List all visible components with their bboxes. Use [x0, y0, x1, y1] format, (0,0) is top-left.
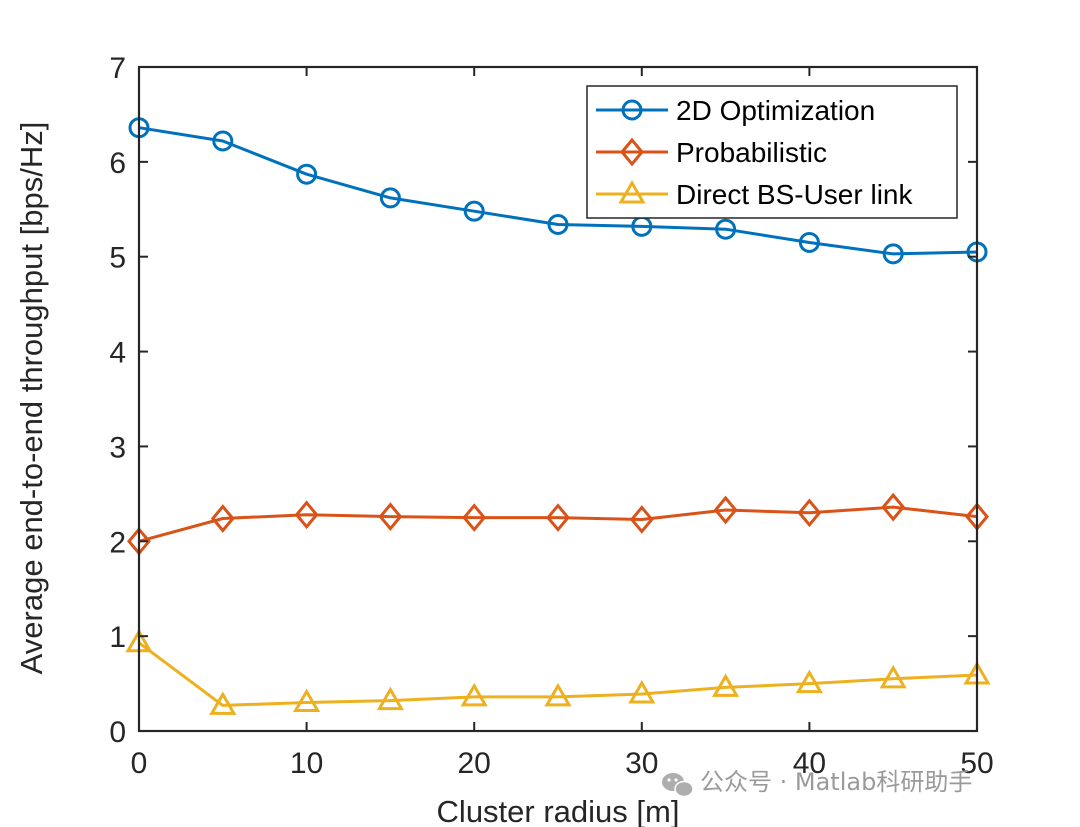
- x-tick-label: 30: [625, 747, 658, 780]
- legend: 2D Optimization Probabilistic Direct BS-Us…: [586, 85, 958, 219]
- data-point: [547, 213, 569, 235]
- y-tick-label: 0: [109, 716, 126, 749]
- legend-item: Direct BS-User link: [596, 179, 913, 210]
- series-1: [128, 117, 988, 265]
- data-point: [212, 130, 234, 152]
- series-3: [125, 628, 991, 715]
- legend-marker: [621, 99, 643, 121]
- data-point: [379, 187, 401, 209]
- x-tick-label: 20: [458, 747, 491, 780]
- data-point: [294, 500, 319, 530]
- x-tick-label: 50: [960, 747, 993, 780]
- data-point: [795, 669, 824, 694]
- series-line: [138, 505, 978, 543]
- plot-frame: [137, 65, 979, 733]
- y-tick-label: 2: [109, 526, 126, 559]
- data-point: [462, 503, 487, 532]
- data-point: [797, 498, 822, 528]
- legend-item: Probabilistic: [596, 137, 827, 168]
- x-tick-label: 0: [131, 747, 148, 780]
- y-tick-label: 1: [109, 621, 126, 654]
- legend-label: 2D Optimization: [676, 95, 875, 126]
- y-axis-label: Average end-to-end throughput [bps/Hz]: [14, 122, 49, 675]
- data-point: [713, 495, 738, 525]
- watermark: 公众号 · Matlab科研助手: [662, 768, 972, 798]
- y-tick-label: 5: [109, 242, 126, 275]
- data-point: [210, 504, 235, 533]
- wechat-icon: [662, 773, 694, 798]
- data-point: [629, 505, 654, 534]
- data-point: [296, 163, 318, 185]
- data-point: [882, 243, 904, 265]
- legend-label: Direct BS-User link: [676, 179, 913, 210]
- data-point: [879, 664, 907, 689]
- data-point: [798, 231, 820, 253]
- y-tick-label: 7: [109, 52, 126, 85]
- legend-marker: [618, 180, 646, 204]
- x-tick-label: 40: [793, 747, 826, 780]
- data-point: [715, 218, 737, 240]
- x-axis-label: Cluster radius [m]: [437, 794, 680, 827]
- chart-marks: 0 10 20 30 40 50 0 1 2 3 4 5 6 7: [109, 52, 993, 780]
- legend-marker: [620, 137, 644, 167]
- series-2: [127, 492, 989, 556]
- y-tick-label: 6: [109, 147, 126, 180]
- data-point: [376, 686, 405, 711]
- series-line: [138, 641, 978, 707]
- data-point: [463, 200, 485, 222]
- x-tick-label: 10: [290, 747, 323, 780]
- data-point: [711, 673, 740, 697]
- series-line: [138, 126, 978, 256]
- data-point: [209, 691, 237, 715]
- data-point: [544, 682, 572, 707]
- legend-item: 2D Optimization: [596, 95, 875, 126]
- y-tick-label: 3: [109, 431, 126, 464]
- y-tick-label: 4: [109, 337, 126, 370]
- data-point: [460, 682, 488, 707]
- data-point: [881, 492, 906, 522]
- data-point: [628, 680, 656, 704]
- watermark-text: 公众号 · Matlab科研助手: [700, 768, 972, 796]
- data-point: [292, 688, 321, 713]
- data-point: [378, 502, 403, 531]
- data-point: [546, 503, 570, 532]
- legend-label: Probabilistic: [676, 137, 827, 168]
